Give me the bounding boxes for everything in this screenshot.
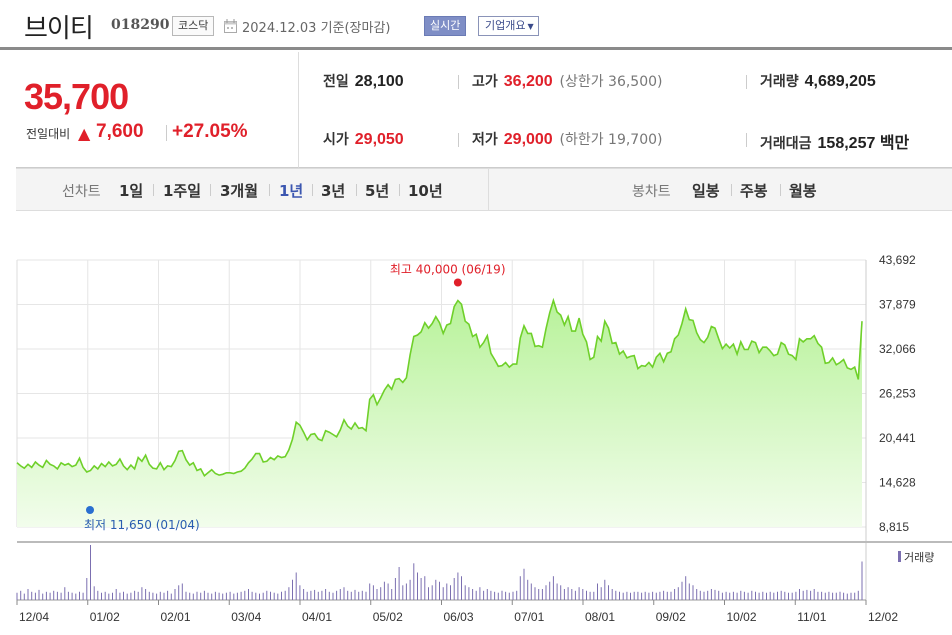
candle-chart-label: 봉차트: [632, 184, 671, 200]
period-separator: [153, 184, 154, 196]
company-overview-button[interactable]: 기업개요 ▼: [478, 16, 539, 36]
info-separator: [458, 133, 459, 147]
y-tick-label: 20,441: [879, 431, 916, 445]
volume-legend-swatch: [898, 551, 901, 562]
period-separator: [269, 184, 270, 196]
amount-value: 158,257 백만: [817, 135, 910, 152]
upper-limit: (상한가 36,500): [559, 74, 663, 90]
price-chart: 43,692 37,879 32,066 26,253 20,441 14,628 8,81…: [16, 253, 952, 624]
period-1w[interactable]: 1주일: [163, 182, 202, 200]
x-tick-label: 05/02: [373, 610, 403, 624]
lower-limit: (하한가 19,700): [559, 132, 663, 148]
prev-close-value: 28,100: [354, 73, 404, 90]
prev-close-label: 전일: [323, 74, 349, 90]
period-divider: [488, 169, 489, 211]
x-tick-label: 11/01: [797, 610, 826, 624]
low-label: 저가: [472, 132, 498, 148]
high-value: 36,200: [503, 73, 553, 90]
company-overview-label: 기업개요: [485, 19, 526, 32]
change-divider: [166, 125, 167, 141]
y-tick-label: 32,066: [879, 342, 916, 356]
day-high: 고가 36,200 (상한가 36,500): [472, 71, 663, 91]
chevron-down-icon: ▼: [527, 22, 534, 31]
period-bar: 선차트 1일 1주일 3개월 1년 3년 5년 10년 봉차트 일봉 주봉 월봉: [16, 168, 952, 211]
line-chart-label: 선차트: [62, 184, 101, 200]
candle-daily[interactable]: 일봉: [692, 182, 720, 200]
period-3y[interactable]: 3년: [321, 182, 346, 200]
change-label: 전일대비: [26, 127, 71, 141]
open-value: 29,050: [354, 131, 404, 148]
period-1d[interactable]: 1일: [119, 182, 144, 200]
volume-legend-label: 거래량: [904, 551, 934, 564]
price-box: 35,700 전일대비 ▲ 7,600 +27.05%: [16, 52, 298, 168]
period-separator: [312, 184, 313, 196]
high-annotation: 최고 40,000 (06/19): [390, 263, 506, 277]
low-annotation: 최저 11,650 (01/04): [84, 518, 200, 532]
amount-label: 거래대금: [760, 136, 812, 152]
x-tick-label: 12/04: [19, 610, 49, 624]
period-1y[interactable]: 1년: [279, 182, 304, 200]
stock-name: 브이티: [24, 14, 94, 44]
period-separator: [731, 184, 732, 196]
high-marker: [453, 278, 462, 287]
y-tick-label: 37,879: [879, 298, 916, 312]
period-separator: [210, 184, 211, 196]
candle-monthly[interactable]: 월봉: [789, 182, 817, 200]
realtime-button[interactable]: 실시간: [424, 16, 467, 36]
prev-close: 전일 28,100: [323, 71, 404, 91]
y-tick-label: 14,628: [879, 476, 916, 490]
x-tick-label: 10/02: [727, 610, 757, 624]
calendar-icon: [224, 19, 237, 33]
x-tick-label: 09/02: [656, 610, 686, 624]
info-separator: [458, 75, 459, 89]
price-line: [16, 297, 863, 478]
period-separator: [780, 184, 781, 196]
period-5y[interactable]: 5년: [365, 182, 390, 200]
x-tick-label: 07/01: [514, 610, 544, 624]
title-bar: 브이티 018290 코스닥 2024.12.03 기준(장마감) 실시간 기업…: [0, 0, 952, 50]
x-tick-label: 03/04: [231, 610, 261, 624]
y-tick-label: 8,815: [879, 520, 909, 534]
open-price: 시가 29,050: [323, 129, 404, 149]
market-badge: 코스닥: [172, 16, 215, 36]
period-3m[interactable]: 3개월: [220, 182, 259, 200]
quote-info-grid: 전일 28,100 고가 36,200 (상한가 36,500) 거래량 4,689,…: [298, 52, 952, 168]
x-tick-label: 12/02: [868, 610, 898, 624]
stock-code: 018290: [111, 17, 170, 33]
low-marker: [86, 506, 94, 514]
change-amount: 7,600: [96, 121, 144, 142]
y-tick-label: 43,692: [879, 253, 916, 267]
period-separator: [399, 184, 400, 196]
x-tick-label: 08/01: [585, 610, 615, 624]
base-date: 2024.12.03 기준(장마감): [242, 21, 391, 36]
x-tick-label: 02/01: [161, 610, 191, 624]
volume: 거래량 4,689,205: [760, 71, 876, 91]
open-label: 시가: [323, 132, 349, 148]
low-value: 29,000: [503, 131, 553, 148]
change-percent: +27.05%: [172, 121, 248, 142]
x-tick-label: 04/01: [302, 610, 332, 624]
volume-value: 4,689,205: [804, 73, 876, 90]
info-separator: [746, 75, 747, 89]
trade-amount: 거래대금 158,257 백만: [760, 129, 909, 153]
price-area-fill: [17, 300, 862, 527]
y-tick-label: 26,253: [879, 387, 916, 401]
up-triangle-icon: ▲: [78, 124, 91, 143]
period-10y[interactable]: 10년: [408, 182, 443, 200]
x-tick-label: 01/02: [90, 610, 120, 624]
high-label: 고가: [472, 74, 498, 90]
info-separator: [746, 133, 747, 147]
candle-weekly[interactable]: 주봉: [740, 182, 768, 200]
period-separator: [356, 184, 357, 196]
current-price: 35,700: [24, 76, 129, 117]
day-low: 저가 29,000 (하한가 19,700): [472, 129, 663, 149]
volume-label: 거래량: [760, 74, 799, 90]
x-tick-label: 06/03: [444, 610, 474, 624]
